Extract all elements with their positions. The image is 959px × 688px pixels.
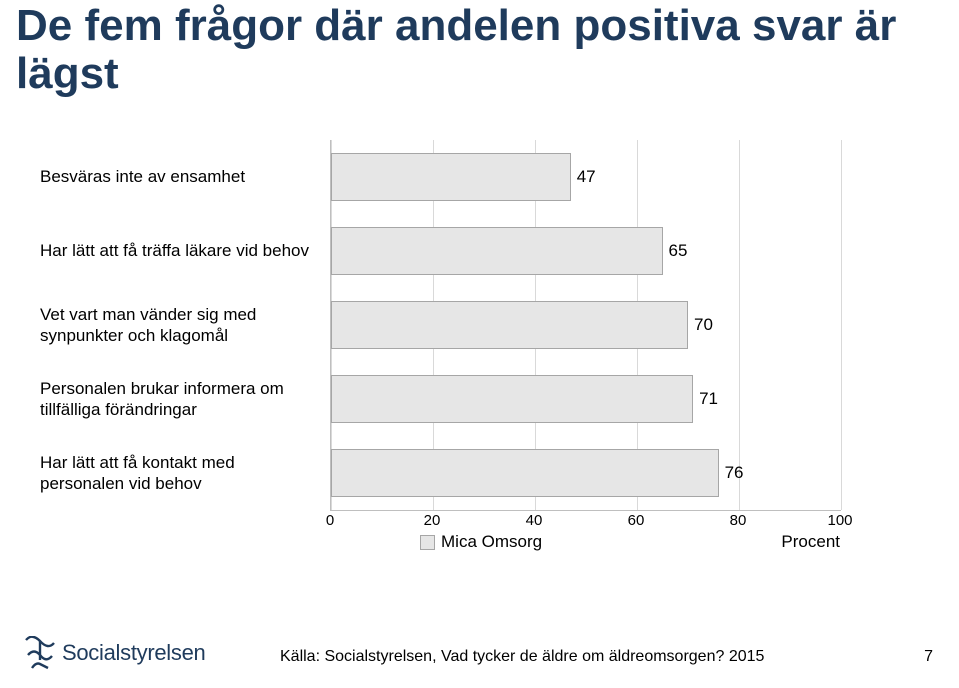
chart-legend: Mica Omsorg bbox=[420, 532, 542, 552]
x-tick-label: 0 bbox=[326, 512, 334, 529]
org-logo-text: Socialstyrelsen bbox=[62, 640, 205, 666]
bar bbox=[331, 375, 693, 422]
bar bbox=[331, 227, 663, 274]
x-tick-label: 20 bbox=[424, 512, 441, 529]
bar-label: Har lätt att få träffa läkare vid behov bbox=[40, 214, 330, 288]
plot-area: 47 65 70 71 76 bbox=[330, 140, 841, 511]
bar-track: 65 bbox=[331, 214, 841, 288]
gridline bbox=[841, 140, 842, 510]
bar-track: 71 bbox=[331, 362, 841, 436]
bar bbox=[331, 153, 571, 200]
bar-value: 65 bbox=[669, 241, 688, 261]
bar bbox=[331, 449, 719, 496]
chart-plot-column: 4765707176 020406080100 Procent Mica Oms… bbox=[330, 140, 840, 570]
bar-value: 70 bbox=[694, 315, 713, 335]
bar-label: Vet vart man vänder sig med synpunkter o… bbox=[40, 288, 330, 362]
bar-track: 47 bbox=[331, 140, 841, 214]
bar-value: 47 bbox=[577, 167, 596, 187]
slide-title: De fem frågor där andelen positiva svar … bbox=[16, 2, 916, 97]
x-tick-label: 40 bbox=[526, 512, 543, 529]
org-logo: Socialstyrelsen bbox=[24, 636, 205, 670]
source-line: Källa: Socialstyrelsen, Vad tycker de äl… bbox=[280, 648, 764, 666]
bar-track: 70 bbox=[331, 288, 841, 362]
bar-label: Besväras inte av ensamhet bbox=[40, 140, 330, 214]
socialstyrelsen-logo-icon bbox=[24, 636, 56, 670]
bar bbox=[331, 301, 688, 348]
legend-label: Mica Omsorg bbox=[441, 532, 542, 552]
page-number: 7 bbox=[924, 648, 933, 666]
x-tick-label: 80 bbox=[730, 512, 747, 529]
x-axis-title: Procent bbox=[781, 532, 840, 552]
bar-value: 71 bbox=[699, 389, 718, 409]
x-tick-label: 60 bbox=[628, 512, 645, 529]
legend-swatch-icon bbox=[420, 535, 435, 550]
bar-label: Har lätt att få kontakt med personalen v… bbox=[40, 436, 330, 510]
bar-value: 76 bbox=[725, 463, 744, 483]
slide: De fem frågor där andelen positiva svar … bbox=[0, 0, 959, 688]
chart-labels-column: Besväras inte av ensamhetHar lätt att få… bbox=[40, 140, 330, 570]
bar-label: Personalen brukar informera om tillfälli… bbox=[40, 362, 330, 436]
bar-track: 76 bbox=[331, 436, 841, 510]
x-tick-label: 100 bbox=[827, 512, 852, 529]
bar-chart: Besväras inte av ensamhetHar lätt att få… bbox=[40, 140, 840, 570]
